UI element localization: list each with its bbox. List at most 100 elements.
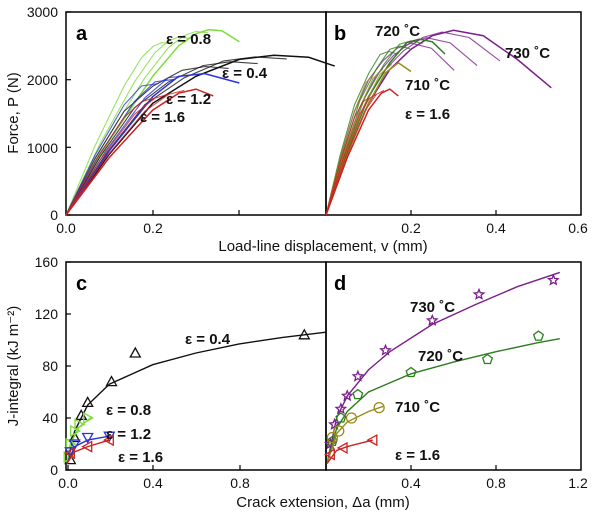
series-line-b-3 bbox=[325, 88, 399, 216]
panel-d-letter: d bbox=[334, 273, 346, 295]
series-b-2 bbox=[325, 61, 412, 216]
series-c-3 bbox=[63, 433, 114, 464]
point-c-0-5 bbox=[129, 346, 142, 358]
point-c-0-4 bbox=[105, 375, 118, 387]
xtick-b-0: 0.2 bbox=[401, 220, 421, 236]
xtick-a-1: 0.2 bbox=[143, 220, 163, 236]
xtick-b-1: 0.4 bbox=[486, 220, 506, 236]
ylabel-bottom: J-integral (kJ m⁻²) bbox=[5, 306, 22, 426]
label-b-0: 720 ˚C bbox=[375, 23, 420, 40]
point-d-0-3 bbox=[340, 389, 354, 402]
point-d-0-2 bbox=[334, 402, 348, 415]
xtick-b-2: 0.6 bbox=[568, 220, 588, 236]
ytick-a-0: 0 bbox=[50, 207, 58, 223]
series-aux-b-2-3 bbox=[325, 63, 393, 216]
point-d-3-2 bbox=[366, 433, 378, 447]
series-d-1 bbox=[326, 330, 560, 464]
fit-line-c-3 bbox=[66, 439, 110, 464]
point-c-2-1 bbox=[68, 439, 81, 451]
point-d-1-5 bbox=[532, 330, 545, 341]
point-c-3-2 bbox=[102, 433, 114, 447]
point-d-2-0 bbox=[326, 431, 339, 444]
point-d-1-2 bbox=[352, 388, 364, 400]
point-d-0-4 bbox=[351, 369, 365, 382]
panel-d-frame bbox=[325, 261, 582, 471]
panel-d-data bbox=[323, 271, 561, 464]
series-aux-a-3-3 bbox=[65, 89, 185, 216]
series-line-a-3 bbox=[65, 88, 214, 216]
top-frames bbox=[65, 11, 582, 216]
xlabel-bottom: Crack extension, Δa (mm) bbox=[236, 494, 409, 511]
series-aux-a-0-2 bbox=[65, 36, 190, 216]
point-c-1-3 bbox=[74, 418, 86, 431]
series-a-3 bbox=[65, 88, 214, 216]
fit-line-d-3 bbox=[326, 439, 373, 464]
point-d-3-1 bbox=[336, 441, 348, 455]
series-aux-b-1-3 bbox=[325, 40, 423, 216]
xtick-c-0: 0.0 bbox=[58, 475, 78, 491]
series-aux-a-2-1 bbox=[65, 82, 159, 216]
series-aux-b-1-2 bbox=[325, 45, 411, 216]
label-b-2: 710 ˚C bbox=[405, 77, 450, 94]
ytick-a-2: 2000 bbox=[27, 72, 58, 88]
xtick-a-0: 0.0 bbox=[56, 220, 76, 236]
label-a-1: ε = 0.4 bbox=[222, 65, 268, 82]
point-d-1-4 bbox=[481, 353, 494, 365]
series-aux-a-3-2 bbox=[65, 93, 169, 216]
series-aux-a-3-1 bbox=[65, 97, 154, 216]
point-d-2-2 bbox=[345, 412, 358, 424]
series-a-2 bbox=[65, 72, 240, 216]
point-d-1-3 bbox=[405, 366, 417, 378]
fit-line-d-0 bbox=[326, 271, 561, 464]
series-line-a-2 bbox=[65, 72, 240, 216]
series-aux-b-3-1 bbox=[325, 97, 369, 216]
series-aux-a-1-3 bbox=[65, 56, 287, 216]
point-d-2-1 bbox=[333, 425, 345, 437]
label-b-1: 730 ˚C bbox=[505, 45, 550, 62]
top-tick-labels: 0 1000 2000 3000 0.0 0.2 0.2 0.4 0.6 bbox=[27, 4, 588, 236]
point-d-3-0 bbox=[323, 448, 335, 461]
point-d-0-1 bbox=[328, 417, 341, 430]
fit-line-d-2 bbox=[326, 405, 384, 464]
label-b-3: ε = 1.6 bbox=[405, 106, 450, 123]
panel-b-data bbox=[325, 29, 552, 216]
point-d-2-3 bbox=[373, 401, 385, 414]
point-d-0-7 bbox=[472, 287, 486, 300]
fit-line-d-1 bbox=[326, 338, 560, 464]
bottom-tick-labels: 0 40 80 120 160 0.0 0.4 0.8 0.4 0.8 1.2 bbox=[35, 254, 588, 491]
series-aux-a-0-1 bbox=[65, 42, 171, 216]
point-d-0-5 bbox=[379, 343, 392, 356]
series-aux-a-1-1 bbox=[65, 65, 229, 216]
ytick-a-3: 3000 bbox=[27, 4, 58, 20]
point-d-1-1 bbox=[335, 412, 347, 423]
point-c-2-3 bbox=[103, 431, 116, 443]
ylabel-top: Force, P (N) bbox=[5, 72, 22, 153]
xtick-d-1: 0.8 bbox=[486, 475, 506, 491]
panel-b-frame bbox=[325, 11, 582, 216]
panel-a-data bbox=[65, 28, 335, 216]
series-d-2 bbox=[326, 401, 385, 464]
ytick-c-2: 80 bbox=[42, 358, 58, 374]
label-d-0: 730 ˚C bbox=[410, 299, 455, 316]
ytick-c-4: 160 bbox=[35, 254, 59, 270]
ytick-a-1: 1000 bbox=[27, 140, 58, 156]
tick-marks bbox=[65, 11, 497, 471]
point-c-0-1 bbox=[68, 431, 81, 443]
label-d-1: 720 ˚C bbox=[418, 348, 463, 365]
point-d-0-8 bbox=[546, 273, 560, 286]
point-c-1-4 bbox=[83, 411, 95, 425]
series-aux-a-1-2 bbox=[65, 61, 258, 216]
xtick-c-1: 0.4 bbox=[143, 475, 163, 491]
panel-a-letter: a bbox=[76, 23, 88, 45]
point-c-0-3 bbox=[81, 396, 94, 408]
panel-c-letter: c bbox=[76, 273, 87, 295]
label-c-0: ε = 0.4 bbox=[185, 331, 231, 348]
label-a-2: ε = 1.2 bbox=[166, 91, 211, 108]
ytick-c-1: 40 bbox=[42, 410, 58, 426]
series-aux-b-3-3 bbox=[325, 89, 385, 216]
series-d-3 bbox=[323, 433, 378, 464]
point-c-0-6 bbox=[298, 328, 311, 340]
series-b-3 bbox=[325, 88, 399, 216]
point-d-0-6 bbox=[425, 313, 439, 326]
panel-c-data bbox=[63, 328, 327, 465]
